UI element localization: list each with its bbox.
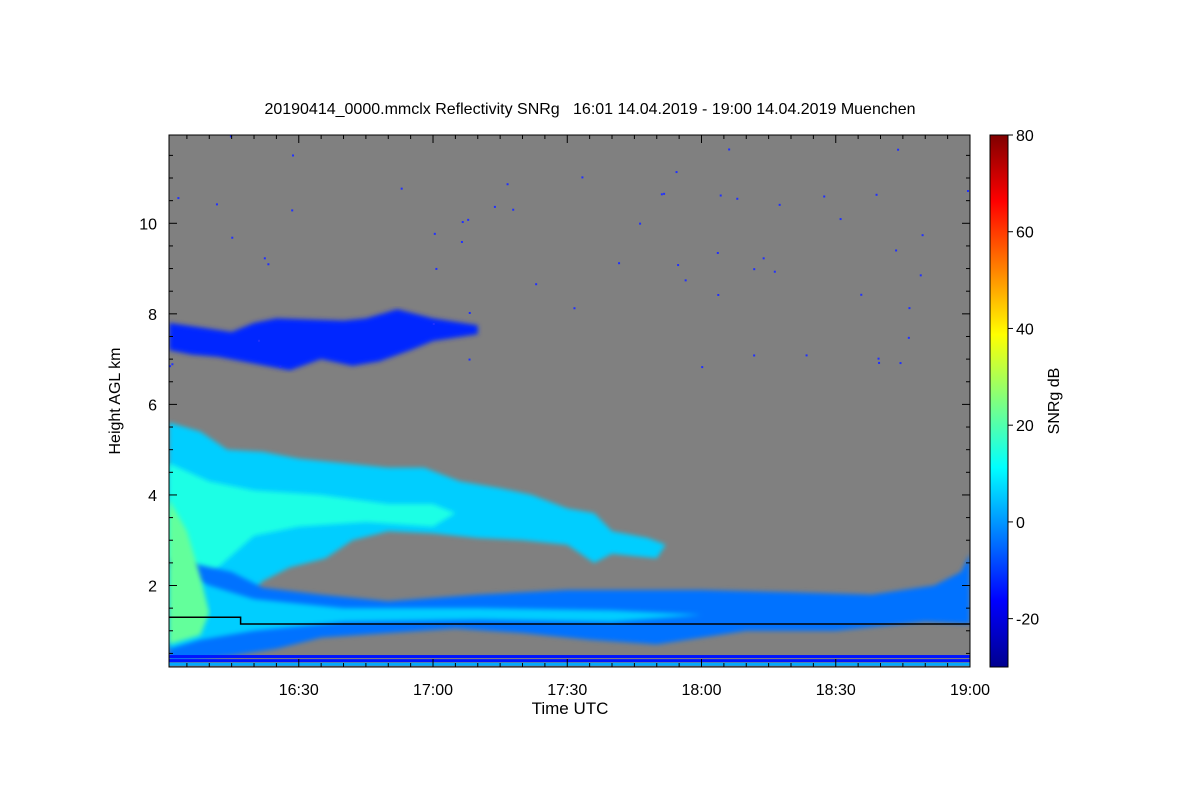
noise-pixel [897, 148, 900, 151]
colorbar-tick-label: 60 [1016, 225, 1034, 242]
x-tick-label: 19:00 [950, 682, 990, 699]
y-tick-label: 10 [139, 216, 157, 233]
noise-pixel [468, 311, 471, 314]
x-tick-label: 16:30 [279, 682, 319, 699]
noise-pixel [823, 195, 826, 198]
noise-pixel [279, 365, 282, 368]
noise-pixel [921, 234, 924, 237]
noise-pixel [460, 240, 463, 243]
noise-pixel [773, 270, 776, 273]
noise-pixel [839, 218, 842, 221]
noise-pixel [778, 203, 781, 206]
surface-band [169, 662, 970, 666]
noise-pixel [467, 218, 470, 221]
plot-background [169, 135, 970, 667]
y-tick-label: 6 [148, 397, 157, 414]
colorbar-axis: -20 0 20 40 60 80 [1008, 128, 1039, 629]
x-tick-label: 18:00 [681, 682, 721, 699]
noise-pixel [639, 222, 642, 225]
noise-pixel [468, 358, 471, 361]
noise-pixel [229, 135, 232, 138]
noise-pixel [215, 203, 218, 206]
noise-pixel [753, 268, 756, 271]
noise-pixel [762, 257, 765, 260]
noise-pixel [435, 267, 438, 270]
noise-pixel [581, 176, 584, 179]
noise-pixel [506, 183, 509, 186]
y-tick-label: 8 [148, 307, 157, 324]
noise-pixel [432, 323, 435, 326]
boundary-line [169, 616, 970, 625]
data-layers [169, 135, 970, 666]
noise-pixel [267, 263, 270, 266]
noise-pixel [684, 279, 687, 282]
layer-low-layer-core [169, 567, 702, 649]
noise-pixel [719, 194, 722, 197]
layer-mid-layer-core [169, 463, 456, 604]
y-axis: 2 4 6 8 10 [139, 154, 970, 654]
layer-low-layer [169, 553, 970, 663]
colorbar-label: SNRg dB [1046, 368, 1063, 435]
noise-pixel [171, 363, 174, 366]
layer-left-edge-core [169, 499, 210, 645]
noise-pixel [701, 366, 704, 369]
plot-frame [168, 134, 971, 668]
noise-pixel [877, 357, 880, 360]
colorbar-tick-label: 40 [1016, 321, 1034, 338]
noise-pixel [728, 148, 731, 151]
noise-pixel [433, 232, 436, 235]
y-axis-label: Height AGL km [107, 347, 124, 454]
surface-band [169, 655, 970, 659]
noise-pixel [512, 208, 515, 211]
noise-pixel [461, 221, 464, 224]
noise-pixel [660, 193, 663, 196]
noise-pixel [177, 197, 180, 200]
noise-pixel [753, 354, 756, 357]
noise-pixel [907, 336, 910, 339]
noise-pixel [535, 283, 538, 286]
colorbar-tick-label: 80 [1016, 128, 1034, 145]
x-axis-label: Time UTC [532, 699, 609, 718]
layer-cirrus [169, 309, 478, 371]
x-tick-label: 17:00 [413, 682, 453, 699]
noise-pixel [493, 205, 496, 208]
noise-pixel [618, 262, 621, 265]
colorbar-tick-label: -20 [1016, 612, 1039, 629]
chart-title: 20190414_0000.mmclx Reflectivity SNRg 16… [264, 101, 915, 118]
noise-pixel [895, 249, 898, 252]
x-tick-label: 17:30 [547, 682, 587, 699]
noise-pixel [677, 264, 680, 267]
noise-pixel [908, 307, 911, 310]
colorbar-tick-label: 0 [1016, 515, 1025, 532]
noise-pixel [736, 197, 739, 200]
noise-pixel [716, 251, 719, 254]
noise-pixel [805, 354, 808, 357]
noise-pixel [573, 307, 576, 310]
colorbar [989, 134, 1009, 668]
noise-pixel [875, 193, 878, 196]
colorbar-tick-label: 20 [1016, 418, 1034, 435]
noise-pixel [717, 293, 720, 296]
noise-pixel [263, 257, 266, 260]
x-axis: 16:30 17:00 17:30 18:00 18:30 19:00 [186, 135, 990, 699]
noise-pixel [257, 339, 260, 342]
noise-pixel [878, 361, 881, 364]
noise-pixel [292, 154, 295, 157]
noise-pixel [966, 190, 969, 193]
surface-band [169, 659, 970, 663]
x-tick-label: 18:30 [816, 682, 856, 699]
noise-pixel [231, 236, 234, 239]
noise-pixel [899, 362, 902, 365]
noise-pixel [291, 209, 294, 212]
y-tick-label: 2 [148, 579, 157, 596]
noise-pixel [919, 274, 922, 277]
noise-pixel [663, 192, 666, 195]
noise-pixel [860, 293, 863, 296]
noise-pixel [169, 365, 172, 368]
y-tick-label: 4 [148, 488, 157, 505]
noise-pixel [400, 187, 403, 190]
noise-pixel [675, 171, 678, 174]
